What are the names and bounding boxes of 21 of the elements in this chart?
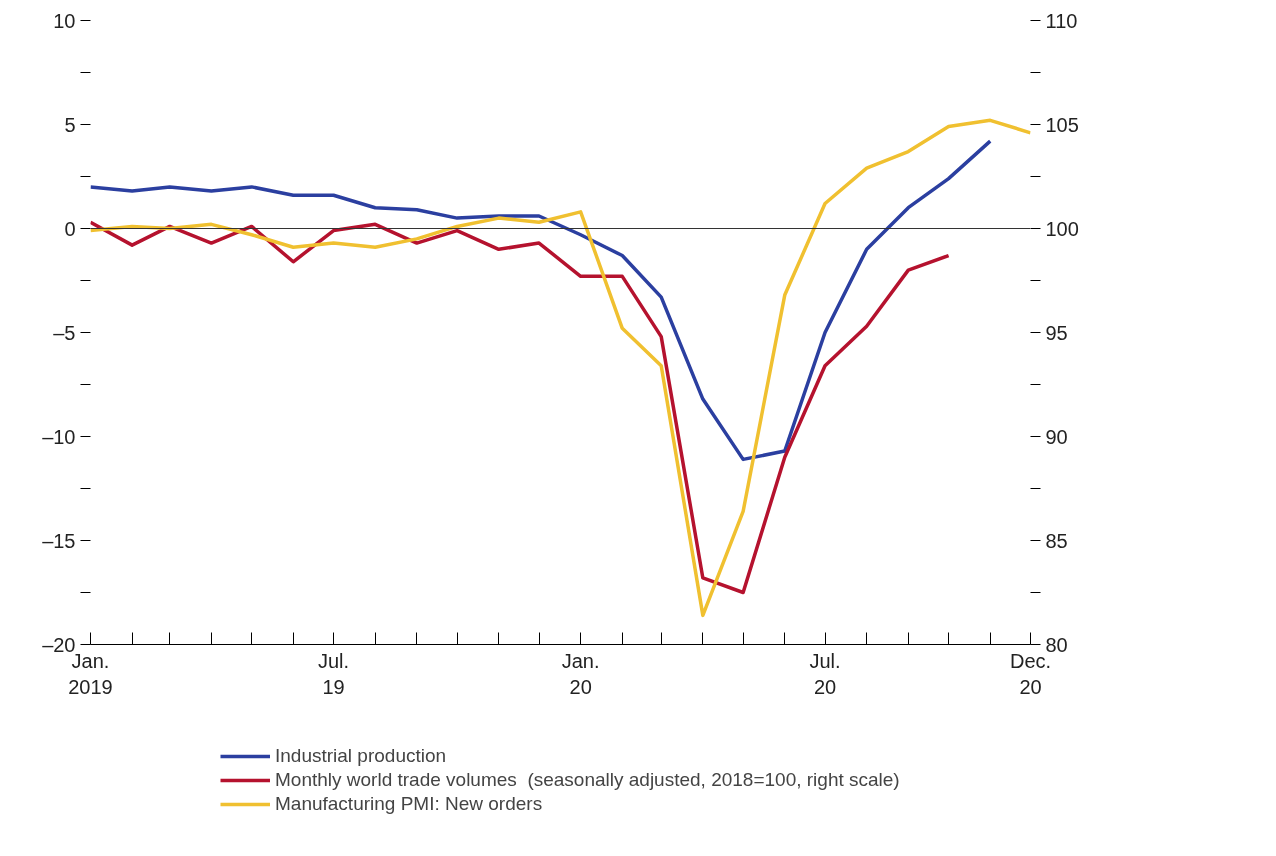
line-series	[90, 220, 951, 595]
line-series	[90, 118, 1031, 618]
y-tick-label: –5	[53, 321, 76, 344]
y2-tick-label: 95	[1045, 321, 1068, 344]
x-tick-label: Jul. 19	[318, 649, 350, 698]
y-tick-label: –10	[42, 425, 76, 448]
legend-label: Industrial production	[275, 745, 447, 767]
y-tick-label: 5	[64, 113, 76, 136]
y2-tick-label: 105	[1045, 113, 1079, 136]
y2-tick-label: 110	[1045, 9, 1078, 32]
y-tick-label: 10	[53, 9, 76, 32]
y-tick-label: 0	[64, 217, 76, 240]
x-tick-label: Jul. 20	[809, 649, 841, 698]
x-tick-label: Jan. 20	[561, 649, 600, 698]
line-series	[90, 139, 992, 462]
y2-tick-label: 90	[1045, 425, 1068, 448]
y2-tick-label: 85	[1045, 529, 1068, 552]
legend-label: Monthly world trade volumes (seasonally adjusted, 2018=100, right scale)	[275, 769, 900, 791]
y-tick-label: –15	[42, 529, 76, 552]
y2-tick-label: 100	[1045, 217, 1079, 240]
legend-label: Manufacturing PMI: New orders	[275, 793, 543, 815]
